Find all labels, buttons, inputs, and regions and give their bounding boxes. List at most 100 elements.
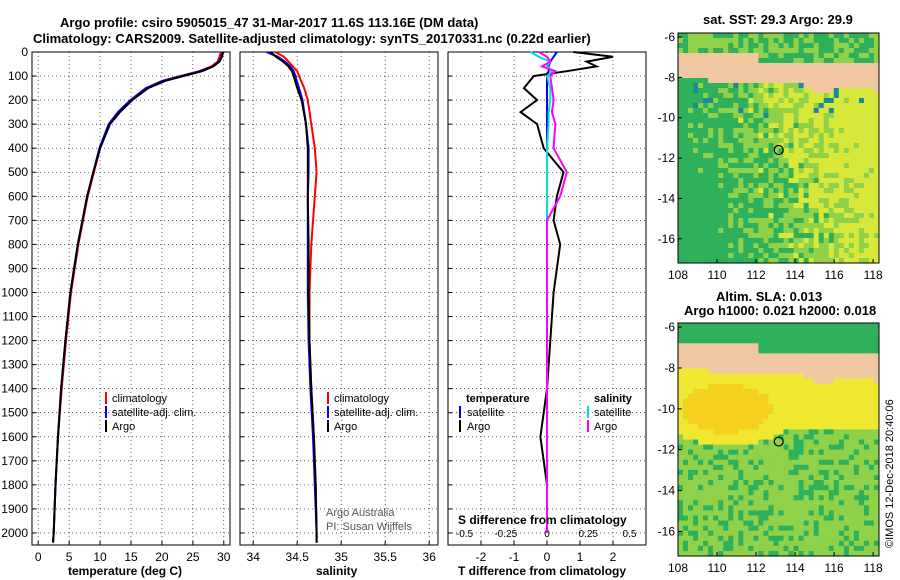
map-cell (678, 540, 684, 547)
map-cell (763, 398, 769, 405)
map-cell (793, 474, 799, 481)
map-cell (693, 449, 699, 455)
map-cell (828, 388, 835, 395)
x-tick-label: 34.5 (286, 550, 310, 564)
map-cell (798, 343, 804, 349)
map-cell (793, 429, 799, 435)
map-cell (748, 63, 754, 69)
map-cell (738, 439, 744, 445)
map-cell (688, 188, 694, 194)
map-cell (823, 480, 830, 486)
map-cell (793, 128, 799, 134)
map-cell (823, 464, 830, 471)
map-cell (708, 439, 714, 445)
map-cell (813, 343, 819, 349)
map-cell (688, 38, 694, 44)
map-cell (763, 88, 769, 94)
map-cell (788, 328, 794, 334)
map-cell (723, 368, 729, 374)
map-cell (708, 113, 714, 119)
map-cell (868, 118, 875, 124)
map-cell (728, 53, 734, 59)
map-cell (848, 490, 855, 496)
map-cell (838, 520, 845, 526)
map-cell (793, 368, 799, 374)
map-cell (828, 93, 835, 99)
map-cell (708, 83, 714, 89)
map-cell (803, 63, 809, 69)
map-cell (843, 123, 850, 129)
map-cell (833, 358, 840, 364)
map-cell (743, 138, 749, 144)
map-cell (693, 510, 699, 516)
map-cell (838, 348, 845, 354)
map-cell (733, 138, 739, 144)
map-cell (758, 38, 764, 44)
map-cell (853, 363, 860, 369)
map-cell (708, 213, 714, 219)
map-cell (788, 138, 794, 144)
map-cell (703, 88, 709, 94)
map-cell (708, 388, 714, 395)
map-cell (848, 510, 855, 516)
map-cell (863, 398, 870, 405)
map-cell (823, 118, 830, 124)
map-cell (728, 178, 734, 184)
map-cell (703, 454, 709, 461)
map-cell (798, 208, 804, 214)
map-cell (708, 424, 714, 430)
map-cell (763, 133, 769, 139)
map-cell (698, 93, 704, 99)
map-cell (783, 333, 789, 339)
map-cell (853, 434, 860, 440)
map-cell (828, 78, 835, 84)
map-cell (713, 530, 719, 537)
map-cell (833, 419, 840, 425)
map-cell (708, 258, 714, 264)
map-cell (798, 353, 804, 359)
map-cell (813, 158, 819, 164)
map-cell (778, 454, 784, 461)
map-cell (718, 454, 724, 461)
sst-lon-tick-labels: 108 110 112 114 116 118 (668, 259, 883, 282)
map-cell (838, 545, 845, 552)
map-cell (798, 63, 804, 69)
map-cell (778, 459, 784, 466)
map-cell (853, 495, 860, 501)
map-cell (743, 520, 749, 526)
map-cell (683, 198, 689, 204)
map-cell (688, 434, 694, 440)
y-tick-label: 0 (21, 45, 28, 59)
map-cell (758, 545, 764, 552)
map-cell (843, 363, 850, 369)
map-cell (793, 398, 799, 405)
legend-label-climatology: climatology (334, 393, 390, 405)
map-cell (723, 510, 729, 516)
map-cell (688, 388, 694, 395)
map-cell (708, 153, 714, 159)
map-cell (833, 500, 840, 506)
map-cell (743, 505, 749, 511)
map-cell (823, 198, 830, 204)
map-cell (728, 530, 734, 537)
map-cell (703, 48, 709, 54)
map-cell (868, 540, 875, 547)
map-cell (748, 213, 754, 219)
map-cell (803, 525, 809, 531)
map-cell (738, 393, 744, 400)
map-cell (708, 495, 714, 501)
map-cell (783, 328, 789, 334)
map-cell (798, 68, 804, 74)
map-cell (848, 53, 855, 59)
map-cell (693, 113, 699, 119)
map-cell (728, 414, 734, 420)
map-cell (718, 474, 724, 481)
map-cell (693, 233, 699, 239)
y-tick-label: 1700 (1, 454, 28, 468)
map-cell (723, 490, 729, 496)
map-cell (783, 525, 789, 531)
map-cell (788, 248, 794, 254)
map-cell (688, 490, 694, 496)
y-tick-label: 1000 (1, 285, 28, 299)
map-cell (703, 474, 709, 481)
